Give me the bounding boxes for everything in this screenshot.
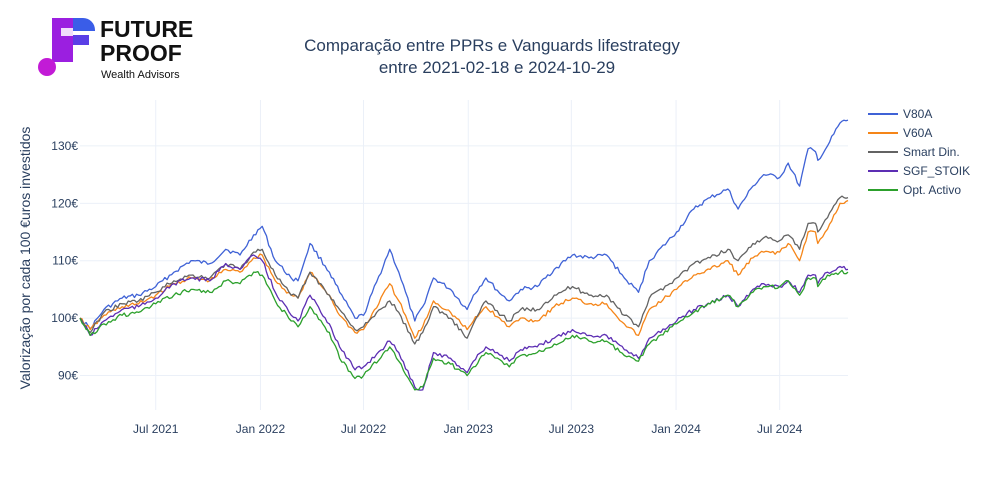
logo-line-1: FUTURE [100,16,193,42]
legend-label: V80A [903,107,932,121]
logo-line-2: PROOF [100,40,182,66]
y-tick-label: 110€ [52,254,78,268]
legend-item[interactable]: V60A [868,126,932,140]
x-tick-label: Jan 2022 [236,422,286,436]
legend-item[interactable]: V80A [868,107,932,121]
legend[interactable]: V80A V60A Smart Din. SGF_STOIK Opt. Activo [868,107,970,197]
series-line-v80a [79,119,849,330]
logo-mark-icon [38,18,95,76]
x-tick-label: Jul 2021 [133,422,179,436]
chart-title-line-2: entre 2021-02-18 e 2024-10-29 [379,58,615,77]
brand-logo: FUTURE PROOF Wealth Advisors [38,16,193,81]
legend-label: SGF_STOIK [903,164,970,178]
legend-item[interactable]: Smart Din. [868,145,960,159]
series-line-opt-activo [79,269,849,391]
legend-label: V60A [903,126,932,140]
x-tick-label: Jul 2024 [757,422,803,436]
x-axis-ticks: Jul 2021 Jan 2022 Jul 2022 Jan 2023 Jul 2023… [133,422,803,436]
chart-title-line-1: Comparação entre PPRs e Vanguards lifest… [304,36,680,55]
y-tick-label: 90€ [58,369,78,383]
y-tick-label: 100€ [51,311,78,325]
plot-area [79,119,849,391]
x-tick-label: Jul 2023 [549,422,595,436]
legend-label: Smart Din. [903,145,960,159]
series-line-smart-din- [79,195,849,345]
legend-label: Opt. Activo [903,183,961,197]
legend-item[interactable]: SGF_STOIK [868,164,970,178]
series-line-sgf-stoik [79,254,849,391]
logo-line-3: Wealth Advisors [101,69,180,81]
series-line-v60a [79,199,849,339]
x-tick-label: Jan 2024 [651,422,701,436]
y-axis-title: Valorização por cada 100 €uros investido… [17,127,33,390]
y-axis-ticks: 90€ 100€ 110€ 120€ 130€ [51,139,78,383]
x-tick-label: Jan 2023 [444,422,494,436]
gridlines [80,100,848,410]
y-tick-label: 120€ [51,196,78,210]
y-tick-label: 130€ [51,139,78,153]
x-tick-label: Jul 2022 [341,422,387,436]
legend-item[interactable]: Opt. Activo [868,183,961,197]
